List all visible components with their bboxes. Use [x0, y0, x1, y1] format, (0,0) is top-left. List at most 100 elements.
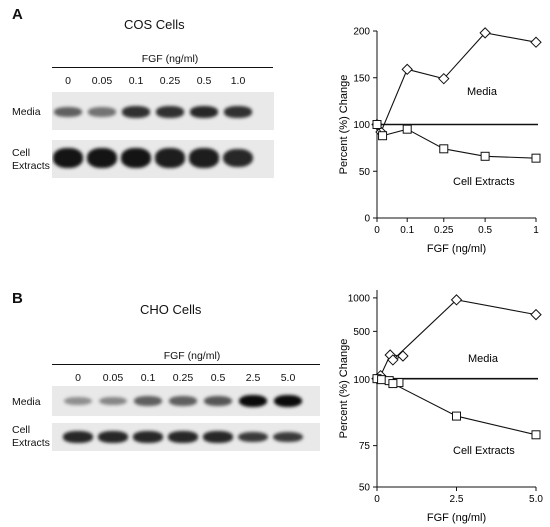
panel-b-extract-blot: [52, 423, 320, 451]
panel-a-extract-blot: [52, 140, 274, 178]
chart-b-point: [450, 294, 463, 306]
panel-b-extract-band: [133, 431, 163, 443]
panel-b-extract-band: [98, 431, 128, 443]
chart-a-point: [438, 72, 450, 85]
panel-a-fgf-header: FGF (ng/ml): [141, 53, 199, 65]
chart-b-point: [530, 308, 542, 321]
panel-a-extract-band: [121, 148, 151, 168]
panel-b-media-blot: [52, 386, 320, 416]
panel-a-extract-band: [87, 148, 117, 168]
chart-b-y-tick-label: 1000: [348, 293, 371, 304]
panel-a-header-line: [52, 67, 273, 68]
panel-b-extract-band: [63, 431, 93, 443]
chart-a-point: [401, 63, 413, 76]
panel-b-fgf-header: FGF (ng/ml): [163, 350, 221, 362]
panel-a-extract-label-line1: Cell: [12, 147, 31, 159]
chart-a-point: [402, 124, 412, 134]
panel-b-lane-label: 0: [75, 372, 81, 384]
chart-b-series-line: [376, 299, 537, 380]
panel-b-media-label: Media: [12, 396, 41, 408]
chart-a-point: [479, 27, 491, 39]
panel-b-extract-label-line2: Extracts: [12, 437, 50, 449]
panel-a-lane-label: 0.05: [91, 75, 113, 87]
chart-b-y-tick-label: 75: [359, 441, 371, 452]
panel-b-lane-label: 0.25: [172, 372, 194, 384]
panel-b-extract-band: [273, 431, 303, 443]
chart-a-y-tick-label: 100: [353, 120, 370, 131]
chart-b: 50 75 100 500 1000 0 2.5 5.0 FGF (ng/ml) Percent …: [338, 290, 543, 524]
chart-a-point: [530, 36, 542, 48]
chart-b-y-tick-label: 100: [353, 375, 370, 386]
panel-a-media-band: [88, 107, 116, 117]
chart-a-x-tick-label: 0.1: [400, 225, 414, 236]
chart-b-x-tick-label: 0: [374, 494, 380, 505]
panel-a-media-band: [190, 106, 218, 118]
panel-b-lane-label: 0.1: [140, 372, 156, 384]
panel-a-title: COS Cells: [124, 17, 185, 32]
chart-a-y-tick-label: 0: [364, 214, 370, 225]
panel-b-lane-label: 5.0: [280, 372, 296, 384]
panel-b-media-band: [134, 396, 162, 406]
chart-a-x-tick-label: 1: [533, 225, 539, 236]
panel-b-extract-band: [203, 431, 233, 443]
panel-b-extract-band: [238, 431, 268, 443]
panel-a-media-blot: [52, 92, 274, 130]
chart-b-point: [397, 350, 409, 362]
chart-b-x-tick-label: 5.0: [529, 494, 543, 505]
panel-a-extract-band: [155, 148, 185, 168]
panel-b-extract-label-line1: Cell: [12, 424, 31, 436]
chart-a-series-line: [376, 32, 537, 134]
chart-a-point: [531, 153, 541, 163]
panel-a-extract-band: [53, 148, 83, 168]
panel-a-extract-band: [223, 148, 253, 168]
chart-b-point: [388, 379, 398, 389]
panel-a-lane-label: 0.25: [159, 75, 181, 87]
chart-b-point: [387, 354, 399, 366]
panel-b-media-band: [169, 396, 197, 406]
panel-a-extract-band: [189, 148, 219, 168]
chart-a-point: [378, 131, 388, 141]
panel-a-extract-label: Cell Extracts: [12, 147, 50, 173]
chart-a-x-tick-label: 0: [374, 225, 380, 236]
panel-a-media-band: [54, 107, 82, 117]
panel-b-title: CHO Cells: [140, 302, 202, 317]
chart-a-x-tick-label: 0.25: [434, 225, 454, 236]
panel-a-lane-label: 0.5: [196, 75, 212, 87]
chart-a-point: [372, 120, 382, 129]
panel-a-letter: A: [12, 6, 23, 23]
panel-b-media-band: [99, 396, 127, 406]
chart-a-x-axis-label: FGF (ng/ml): [427, 243, 486, 255]
panel-a-lane-label: 0: [65, 75, 71, 87]
chart-a-x-tick-label: 0.5: [478, 225, 492, 236]
chart-b-point: [377, 375, 387, 385]
chart-a-label-media: Media: [467, 86, 498, 98]
panel-b-lane-label: 0.5: [210, 372, 226, 384]
chart-a: 0 50 100 150 200 0 0.1 0.25 0.5 1 FGF (ng/ml) Perce…: [338, 27, 542, 255]
panel-b-header-line: [52, 364, 320, 365]
panel-a-media-label: Media: [12, 106, 41, 118]
chart-a-point: [439, 144, 449, 154]
chart-b-x-tick-label: 2.5: [450, 494, 464, 505]
chart-a-y-tick-label: 150: [353, 73, 370, 84]
panel-b-media-band: [64, 396, 92, 406]
panel-a-lane-label: 0.1: [128, 75, 144, 87]
chart-b-label-media: Media: [468, 353, 499, 365]
panel-a-extract-label-line2: Extracts: [12, 160, 50, 172]
panel-a-lane-label: 1.0: [230, 75, 246, 87]
chart-a-series-line: [376, 124, 537, 159]
chart-a-y-tick-label: 200: [353, 27, 370, 38]
panel-b-lane-label: 0.05: [102, 372, 124, 384]
panel-b-lane-label: 2.5: [245, 372, 261, 384]
chart-b-x-axis-label: FGF (ng/ml): [427, 512, 486, 524]
panel-b-extract-label: Cell Extracts: [12, 424, 50, 450]
chart-a-label-extracts: Cell Extracts: [453, 176, 515, 188]
chart-b-point: [531, 430, 541, 440]
panel-a-media-band: [156, 106, 184, 118]
chart-a-y-axis-label: Percent (%) Change: [338, 75, 350, 175]
panel-b-media-band: [204, 395, 232, 407]
chart-b-y-axis-label: Percent (%) Change: [338, 339, 350, 439]
chart-b-point: [452, 411, 461, 421]
chart-a-y-tick-label: 50: [359, 167, 371, 178]
panel-a-media-band: [122, 106, 150, 118]
